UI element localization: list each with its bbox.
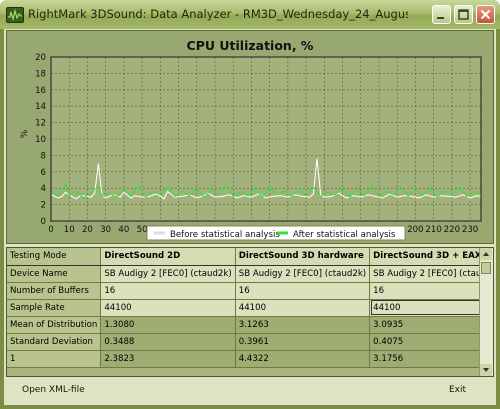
column-header-cell[interactable]: DirectSound 3D hardware bbox=[235, 248, 371, 266]
row-header-cell[interactable]: Sample Rate bbox=[7, 299, 102, 317]
window-title: RightMark 3DSound: Data Analyzer - RM3D_… bbox=[28, 7, 408, 21]
table-cell[interactable]: 16 bbox=[100, 282, 236, 300]
x-tick-label: 40 bbox=[118, 225, 129, 235]
column-header-cell[interactable]: DirectSound 2D bbox=[100, 248, 236, 266]
exit-button[interactable]: Exit bbox=[449, 385, 467, 395]
client-area: CPU Utilization, % 0 2 4 6 8 10 12 14 16 18 20 0 10… bbox=[4, 29, 496, 405]
table-cell[interactable]: 0.4075 bbox=[369, 333, 493, 351]
title-bar[interactable]: RightMark 3DSound: Data Analyzer - RM3D_… bbox=[0, 0, 500, 29]
table-cell[interactable]: 0.3488 bbox=[100, 333, 236, 351]
row-header-cell[interactable]: Number of Buffers bbox=[7, 282, 102, 300]
x-tick-label: 220 bbox=[444, 225, 460, 235]
results-grid[interactable]: Testing Mode DirectSound 2D DirectSound 3D… bbox=[6, 247, 494, 377]
scroll-up-arrow-icon[interactable] bbox=[480, 248, 492, 260]
x-tick-label: 10 bbox=[64, 225, 75, 235]
table-header-row: Testing Mode DirectSound 2D DirectSound 3D… bbox=[7, 248, 493, 266]
y-tick-label: 4 bbox=[41, 184, 46, 194]
table-cell[interactable]: 3.1263 bbox=[235, 316, 371, 334]
row-header-cell[interactable]: Testing Mode bbox=[7, 248, 102, 266]
cpu-chart-panel: CPU Utilization, % 0 2 4 6 8 10 12 14 16 18 20 0 10… bbox=[6, 30, 494, 244]
bottom-bar: Open XML-file Exit bbox=[4, 379, 496, 405]
series-line-before bbox=[50, 158, 482, 200]
table-cell[interactable]: 1.3080 bbox=[100, 316, 236, 334]
y-tick-label: 10 bbox=[35, 135, 46, 145]
y-tick-label: 12 bbox=[35, 119, 46, 129]
table-cell[interactable]: SB Audigy 2 [FEC0] (ctaud2k) bbox=[235, 265, 371, 283]
table-cell[interactable]: SB Audigy 2 [FEC0] (ctaud2k) bbox=[369, 265, 493, 283]
y-tick-label: 16 bbox=[35, 86, 46, 96]
x-tick-label: 230 bbox=[462, 225, 478, 235]
y-tick-label: 0 bbox=[41, 217, 46, 227]
y-tick-label: 6 bbox=[41, 168, 46, 178]
legend-box bbox=[146, 225, 406, 241]
results-table: Testing Mode DirectSound 2D DirectSound 3D… bbox=[7, 248, 493, 368]
y-tick-label: 14 bbox=[35, 102, 46, 112]
row-header-cell[interactable]: 1 bbox=[7, 350, 102, 368]
table-row: Mean of Distribution 1.3080 3.1263 3.0935 bbox=[7, 316, 493, 334]
y-tick-label: 2 bbox=[41, 201, 46, 211]
x-tick-label: 0 bbox=[48, 225, 53, 235]
table-cell[interactable]: 3.0935 bbox=[369, 316, 493, 334]
table-cell[interactable]: 2.3823 bbox=[100, 350, 236, 368]
x-tick-label: 30 bbox=[100, 225, 111, 235]
chart-title: CPU Utilization, % bbox=[187, 38, 314, 53]
table-row: Device Name SB Audigy 2 [FEC0] (ctaud2k) S… bbox=[7, 265, 493, 283]
x-tick-label: 20 bbox=[82, 225, 93, 235]
table-cell[interactable]: 4.4322 bbox=[235, 350, 371, 368]
table-cell[interactable]: 0.3961 bbox=[235, 333, 371, 351]
cpu-utilization-chart: CPU Utilization, % 0 2 4 6 8 10 12 14 16 18 20 0 10… bbox=[20, 38, 482, 241]
plot-border bbox=[50, 56, 482, 222]
legend-label-after: After statistical analysis bbox=[293, 230, 396, 240]
table-row: 1 2.3823 4.4322 3.1756 bbox=[7, 350, 493, 368]
table-cell[interactable]: 44100 bbox=[369, 299, 493, 317]
table-cell[interactable]: 16 bbox=[369, 282, 493, 300]
legend: Before statistical analysis After statis… bbox=[146, 225, 406, 241]
maximize-button[interactable] bbox=[454, 5, 473, 24]
y-tick-label: 20 bbox=[35, 53, 46, 63]
row-header-cell[interactable]: Standard Deviation bbox=[7, 333, 102, 351]
x-tick-label: 50 bbox=[137, 225, 148, 235]
scroll-down-arrow-icon[interactable] bbox=[480, 364, 492, 376]
column-header-cell[interactable]: DirectSound 3D + EAX bbox=[369, 248, 493, 266]
table-cell[interactable]: 44100 bbox=[100, 299, 236, 317]
table-row: Number of Buffers 16 16 16 bbox=[7, 282, 493, 300]
table-row: Standard Deviation 0.3488 0.3961 0.4075 bbox=[7, 333, 493, 351]
x-tick-label: 200 bbox=[407, 225, 423, 235]
vertical-scrollbar[interactable] bbox=[479, 248, 493, 376]
row-header-cell[interactable]: Device Name bbox=[7, 265, 102, 283]
table-row: Sample Rate 44100 44100 44100 bbox=[7, 299, 493, 317]
app-waveform-icon[interactable] bbox=[6, 7, 24, 23]
series-line-after bbox=[50, 182, 482, 199]
table-cell[interactable]: 44100 bbox=[235, 299, 371, 317]
x-tick-label: 210 bbox=[425, 225, 441, 235]
row-header-cell[interactable]: Mean of Distribution bbox=[7, 316, 102, 334]
open-xml-button[interactable]: Open XML-file bbox=[22, 385, 85, 395]
scroll-thumb[interactable] bbox=[481, 262, 491, 274]
close-button[interactable] bbox=[476, 5, 495, 24]
series-layer bbox=[50, 158, 482, 200]
legend-label-before: Before statistical analysis bbox=[170, 230, 280, 240]
table-cell[interactable]: 16 bbox=[235, 282, 371, 300]
y-tick-label: 8 bbox=[41, 151, 46, 161]
minimize-button[interactable] bbox=[432, 5, 451, 24]
table-cell[interactable]: 3.1756 bbox=[369, 350, 493, 368]
y-axis-ticks: 0 2 4 6 8 10 12 14 16 18 20 bbox=[35, 53, 46, 227]
y-axis-label: % bbox=[20, 129, 30, 138]
y-tick-label: 18 bbox=[35, 69, 46, 79]
table-cell[interactable]: SB Audigy 2 [FEC0] (ctaud2k) bbox=[100, 265, 236, 283]
